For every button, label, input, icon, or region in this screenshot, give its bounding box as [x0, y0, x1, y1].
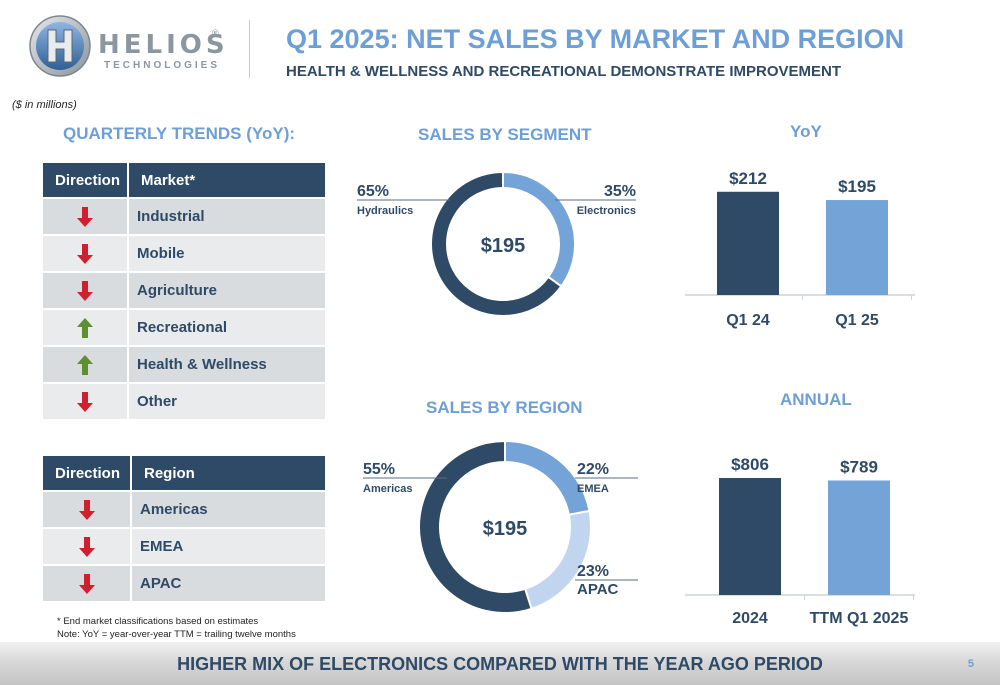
- page-number: 5: [967, 658, 974, 670]
- region-trend-table: Direction Region Americas EMEA APAC: [43, 456, 325, 601]
- table-row: Health & Wellness: [43, 345, 325, 382]
- segment-donut-chart: $195 65% Hydraulics 35% Electronics: [357, 170, 636, 317]
- units-note: ($ in millions): [12, 99, 77, 111]
- table-row: Mobile: [43, 234, 325, 271]
- bar: [717, 191, 779, 295]
- donut-center-total: $195: [483, 518, 528, 540]
- direction-cell: [43, 345, 129, 382]
- footer-banner: HIGHER MIX OF ELECTRONICS COMPARED WITH …: [0, 642, 1000, 685]
- direction-cell: [43, 490, 132, 527]
- row-label: Industrial: [129, 197, 325, 234]
- row-label: Americas: [132, 490, 325, 527]
- table-row: Agriculture: [43, 271, 325, 308]
- table-row: Other: [43, 382, 325, 419]
- arrow-down-icon: [77, 243, 93, 264]
- direction-cell: [43, 564, 132, 601]
- bar-value-label: $806: [731, 455, 769, 474]
- arrow-down-icon: [78, 536, 95, 557]
- slice-percent-label: 55%: [363, 461, 395, 478]
- sales-by-segment-title: SALES BY SEGMENT: [418, 125, 592, 144]
- header-divider: [249, 20, 250, 78]
- direction-cell: [43, 197, 129, 234]
- row-label: Health & Wellness: [129, 345, 325, 382]
- slice-hydraulics: [430, 170, 563, 317]
- slice-percent-label: 23%: [577, 563, 609, 580]
- slice-percent-label: 65%: [357, 183, 389, 200]
- yoy-title: YoY: [790, 122, 822, 141]
- table-row: EMEA: [43, 527, 325, 564]
- arrow-down-icon: [77, 206, 93, 227]
- annual-bar-chart: $806 2024 $789 TTM Q1 2025: [685, 455, 915, 627]
- page-subtitle: HEALTH & WELLNESS AND RECREATIONAL DEMON…: [286, 63, 841, 80]
- brand-tagline: TECHNOLOGIES: [104, 60, 221, 71]
- bar-value-label: $789: [840, 457, 878, 476]
- row-label: APAC: [132, 564, 325, 601]
- slice-name-label: Electronics: [577, 205, 636, 217]
- table-row: Recreational: [43, 308, 325, 345]
- slice-name-label: Hydraulics: [357, 205, 413, 217]
- sales-by-region-title: SALES BY REGION: [426, 398, 583, 417]
- slice-electronics: [502, 170, 576, 288]
- brand-name: HELIOS: [98, 30, 229, 60]
- direction-cell: [43, 527, 132, 564]
- helios-h-icon: [29, 15, 91, 77]
- brand-registered-mark: ®: [212, 28, 219, 38]
- annual-title: ANNUAL: [780, 390, 852, 409]
- row-label: EMEA: [132, 527, 325, 564]
- market-header: Market*: [129, 163, 325, 197]
- footnotes: * End market classifications based on es…: [57, 615, 296, 641]
- market-trend-table: Direction Market* Industrial Mobile Agricu…: [43, 163, 325, 419]
- arrow-up-icon: [77, 354, 93, 375]
- bar: [826, 200, 888, 295]
- slice-americas: [418, 439, 533, 614]
- table-row: Industrial: [43, 197, 325, 234]
- table-row: Americas: [43, 490, 325, 527]
- bar-value-label: $195: [838, 177, 876, 196]
- row-label: Recreational: [129, 308, 325, 345]
- direction-header: Direction: [43, 456, 132, 490]
- table-row: APAC: [43, 564, 325, 601]
- row-label: Agriculture: [129, 271, 325, 308]
- x-tick-label: 2024: [732, 610, 768, 627]
- footnote-market: * End market classifications based on es…: [57, 616, 259, 627]
- slice-name-label: APAC: [577, 581, 619, 598]
- arrow-down-icon: [77, 391, 93, 412]
- slice-percent-label: 35%: [604, 183, 636, 200]
- x-tick-label: Q1 24: [726, 312, 770, 329]
- bar: [828, 480, 890, 595]
- arrow-down-icon: [78, 573, 95, 594]
- donut-center-total: $195: [481, 235, 526, 257]
- arrow-up-icon: [77, 317, 93, 338]
- region-header: Region: [132, 456, 325, 490]
- yoy-bar-chart: $212 Q1 24 $195 Q1 25: [685, 169, 915, 329]
- direction-cell: [43, 382, 129, 419]
- region-donut-chart: $195 55% Americas 22% EMEA 23%APAC: [363, 439, 638, 614]
- page-title: Q1 2025: NET SALES BY MARKET AND REGION: [286, 24, 905, 54]
- slice-percent-label: 22%: [577, 461, 609, 478]
- row-label: Mobile: [129, 234, 325, 271]
- helios-logo: HELIOS ® TECHNOLOGIES: [28, 14, 228, 84]
- direction-cell: [43, 234, 129, 271]
- row-label: Other: [129, 382, 325, 419]
- arrow-down-icon: [77, 280, 93, 301]
- direction-cell: [43, 271, 129, 308]
- quarterly-trends-title: QUARTERLY TRENDS (YoY):: [63, 124, 296, 143]
- bar-value-label: $212: [729, 169, 767, 188]
- x-tick-label: TTM Q1 2025: [810, 610, 909, 627]
- footer-message: HIGHER MIX OF ELECTRONICS COMPARED WITH …: [177, 654, 823, 674]
- direction-cell: [43, 308, 129, 345]
- x-tick-label: Q1 25: [835, 312, 879, 329]
- footnote-yoy: Note: YoY = year-over-year TTM = trailin…: [57, 629, 296, 640]
- slice-name-label: Americas: [363, 483, 413, 495]
- direction-header: Direction: [43, 163, 129, 197]
- slice-name-label: EMEA: [577, 483, 609, 495]
- bar: [719, 478, 781, 595]
- arrow-down-icon: [78, 499, 95, 520]
